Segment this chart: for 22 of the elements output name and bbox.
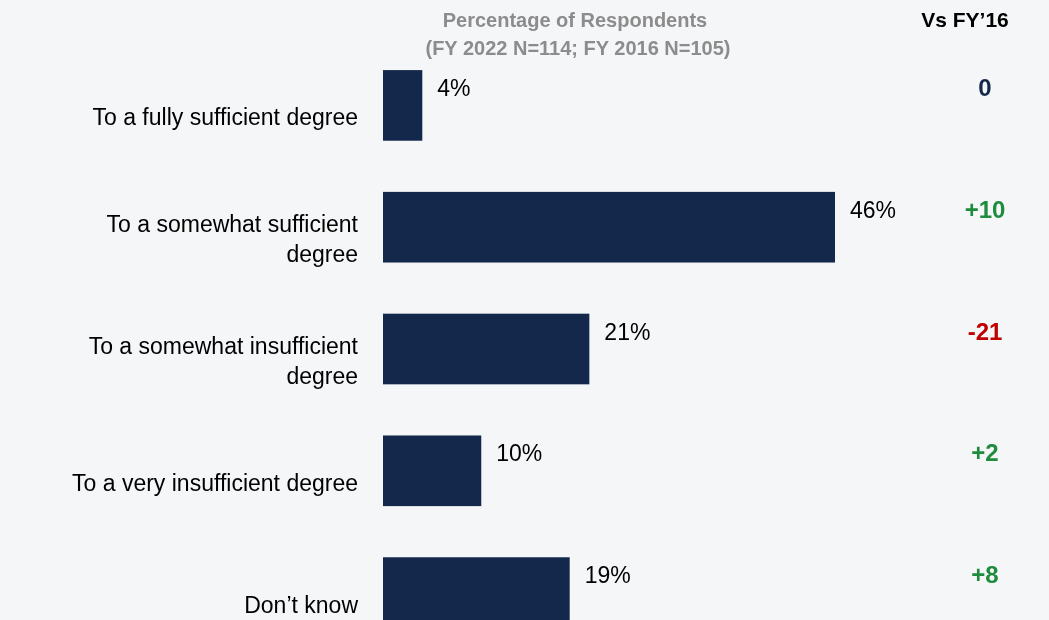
bar bbox=[383, 70, 423, 141]
text: +10 bbox=[964, 195, 1006, 223]
data-label: 21% bbox=[604, 318, 651, 345]
data-label: 46% bbox=[850, 196, 897, 223]
bar bbox=[383, 313, 590, 385]
chart-subtitle: (FY 2022 N=114; FY 2016 N=105) bbox=[425, 37, 731, 59]
y-tick-label: To a somewhat sufficient degree bbox=[106, 211, 359, 268]
text: +8 bbox=[971, 561, 999, 589]
bar bbox=[383, 191, 835, 263]
data-label: 10% bbox=[496, 440, 543, 467]
data-label: 19% bbox=[584, 562, 631, 589]
y-tick-label: Don’t know bbox=[244, 591, 359, 618]
text: -21 bbox=[967, 317, 1003, 345]
text: 0 bbox=[978, 74, 992, 102]
text: Vs FY’16 bbox=[921, 8, 1009, 31]
y-tick-label: To a fully sufficient degree bbox=[92, 104, 358, 131]
chart-title: Percentage of Respondents bbox=[442, 9, 708, 31]
text: +2 bbox=[971, 439, 999, 467]
y-tick-label: To a somewhat insufficient degree bbox=[88, 333, 359, 389]
bar bbox=[383, 435, 482, 507]
data-label: 4% bbox=[437, 75, 471, 102]
y-tick-label: To a very insufficient degree bbox=[72, 469, 358, 496]
